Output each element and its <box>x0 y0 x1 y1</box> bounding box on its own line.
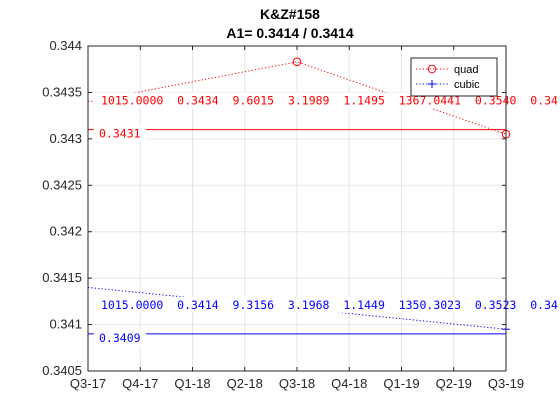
axes: Q3-17 Q4-17 Q1-18 Q2-18 Q3-18 Q4-18 Q1-19 Q2-19… <box>42 38 524 391</box>
cubic-value-label-bg <box>94 329 146 346</box>
x-tick-label: Q2-19 <box>436 376 472 391</box>
cubic-value-label: 0.3409 <box>99 331 141 345</box>
chart-title: K&Z#158 <box>260 6 320 22</box>
legend-quad-marker <box>427 64 437 74</box>
annotations: 0.3431 1015.0000 0.3434 9.6015 3.1989 1.1… <box>94 92 560 346</box>
y-tick-label: 0.341 <box>49 317 82 332</box>
chart-subtitle: A1= 0.3414 / 0.3414 <box>226 25 353 41</box>
x-tick-label: Q4-18 <box>331 376 367 391</box>
cubic-param-row: 1015.0000 0.3414 9.3156 3.1968 1.1449 13… <box>101 298 558 312</box>
y-tick-label: 0.343 <box>49 131 82 146</box>
quad-marker <box>292 57 302 67</box>
y-tick-label: 0.3425 <box>42 177 82 192</box>
quad-param-row: 1015.0000 0.3434 9.6015 3.1989 1.1495 13… <box>101 94 558 108</box>
x-tick-label: Q1-19 <box>383 376 419 391</box>
quad-value-label: 0.3431 <box>99 127 141 141</box>
x-tick-label: Q1-18 <box>174 376 210 391</box>
y-tick-label: 0.3405 <box>42 363 82 378</box>
y-tick-label: 0.3415 <box>42 270 82 285</box>
x-tick-label: Q3-18 <box>279 376 315 391</box>
y-tick-label: 0.342 <box>49 224 82 239</box>
y-tick-label: 0.3435 <box>42 84 82 99</box>
legend-cubic-marker <box>428 80 436 88</box>
legend-box <box>410 57 498 97</box>
x-tick-label: Q4-17 <box>122 376 158 391</box>
x-tick-label: Q2-18 <box>227 376 263 391</box>
y-tick-label: 0.344 <box>49 38 82 53</box>
x-tick-label: Q3-19 <box>488 376 524 391</box>
legend-cubic-label: cubic <box>454 79 480 91</box>
cubic-param-row-bg <box>94 296 560 313</box>
quad-value-label-bg <box>94 125 146 142</box>
quad-param-row-bg <box>94 92 560 109</box>
x-tick-label: Q3-17 <box>70 376 106 391</box>
legend[interactable]: quad cubic <box>410 57 498 97</box>
legend-quad-label: quad <box>454 64 478 76</box>
